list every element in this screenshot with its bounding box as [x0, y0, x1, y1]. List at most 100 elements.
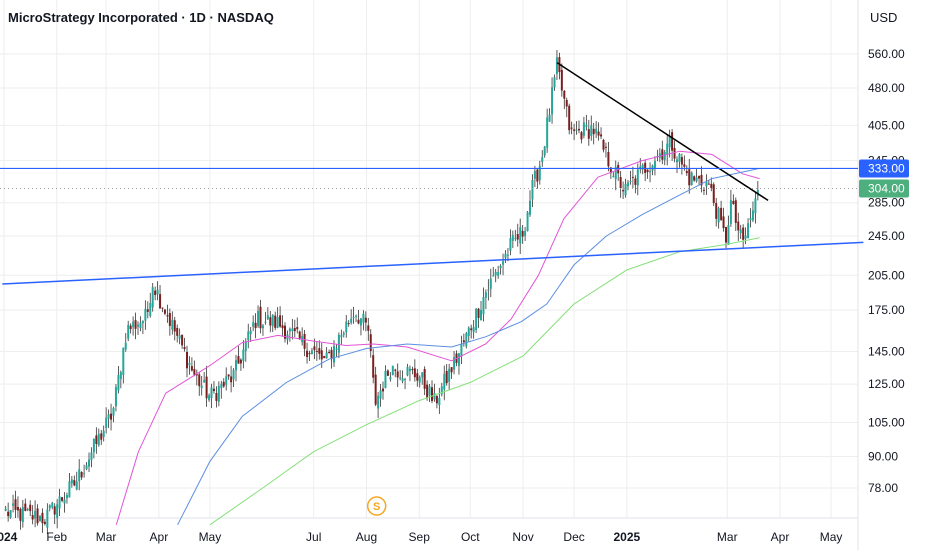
candle-body-up: [4, 508, 7, 511]
candle-body-down: [73, 480, 76, 486]
candle-body-up: [443, 373, 446, 390]
candle-body-up: [247, 331, 250, 341]
candle-body-down: [29, 504, 32, 512]
candle-body-down: [597, 131, 600, 136]
candle-body-up: [666, 143, 669, 155]
candle-body-down: [186, 351, 189, 369]
candle-body-up: [391, 365, 394, 376]
candle-body-up: [467, 327, 470, 336]
candle-body-down: [347, 323, 350, 325]
trendline[interactable]: [2, 241, 864, 285]
candle-body-down: [161, 307, 164, 309]
candle-body-down: [53, 506, 56, 515]
candle-body-down: [462, 340, 465, 343]
candle-body-up: [421, 372, 424, 378]
candle-body-down: [431, 387, 434, 401]
candle-body-down: [715, 203, 718, 219]
candle-body-up: [509, 238, 512, 251]
candle-body-up: [46, 509, 49, 528]
candle-body-down: [477, 308, 480, 318]
candle-body-down: [168, 313, 171, 326]
candle-body-down: [560, 69, 563, 91]
currency-label[interactable]: USD: [870, 10, 898, 25]
candle-body-up: [26, 509, 29, 511]
candle-body-up: [389, 377, 392, 380]
candle-body-down: [14, 499, 17, 510]
candle-body-up: [337, 334, 340, 353]
candle-body-up: [460, 343, 463, 357]
candle-body-down: [742, 227, 745, 240]
candle-body-down: [565, 99, 568, 107]
candle-body-up: [529, 200, 532, 215]
candle-body-up: [264, 321, 267, 323]
time-tick-label: Apr: [771, 530, 790, 544]
candle-body-up: [9, 510, 12, 518]
candle-body-down: [580, 132, 583, 140]
candle-body-down: [622, 190, 625, 192]
candle-body-up: [119, 372, 122, 379]
split-event-icon[interactable]: [366, 496, 387, 516]
candle-body-up: [440, 386, 443, 395]
candle-body-down: [364, 317, 367, 323]
candle-body-up: [48, 505, 51, 509]
candle-body-up: [653, 161, 656, 169]
candle-body-down: [205, 376, 208, 399]
time-tick-label: 2024: [0, 530, 18, 544]
candle-body-up: [668, 135, 671, 148]
candle-body-up: [276, 317, 279, 328]
candle-body-down: [41, 512, 44, 524]
candle-body-up: [291, 328, 294, 332]
candle-body-down: [212, 388, 215, 392]
candle-body-down: [274, 315, 277, 328]
candle-body-up: [754, 198, 757, 214]
candle-body-up: [555, 57, 558, 75]
moving-average-line: [115, 150, 760, 525]
candles: [4, 50, 759, 535]
time-tick-label: May: [199, 530, 222, 544]
time-tick-label: Apr: [150, 530, 169, 544]
candle-body-up: [590, 125, 593, 136]
candle-body-down: [374, 374, 377, 405]
candle-body-down: [600, 134, 603, 137]
candle-body-up: [78, 469, 81, 482]
candle-body-up: [641, 164, 644, 170]
candle-body-down: [536, 169, 539, 182]
candle-body-up: [92, 438, 95, 453]
candle-body-up: [480, 310, 483, 321]
candle-body-down: [296, 327, 299, 330]
candle-body-up: [217, 386, 220, 402]
candle-body-up: [749, 218, 752, 221]
candle-body-up: [21, 507, 24, 523]
candle-body-up: [39, 515, 42, 522]
candle-body-up: [614, 166, 617, 180]
time-tick-label: Dec: [563, 530, 584, 544]
candle-body-down: [173, 320, 176, 332]
candle-body-up: [83, 473, 86, 475]
trendline[interactable]: [556, 62, 769, 202]
candle-body-up: [676, 159, 679, 163]
candle-body-down: [190, 366, 193, 371]
candle-body-down: [516, 234, 519, 240]
candle-body-down: [259, 306, 262, 329]
candle-body-down: [146, 309, 149, 312]
candle-body-up: [335, 348, 338, 350]
candle-body-down: [315, 350, 318, 352]
price-tick-label: 560.00: [868, 47, 905, 61]
price-tick-label: 145.00: [868, 344, 905, 358]
candle-body-up: [465, 333, 468, 347]
candle-body-up: [428, 386, 431, 396]
price-tick-label: 245.00: [868, 229, 905, 243]
candle-body-down: [423, 369, 426, 389]
price-tick-label: 285.00: [868, 196, 905, 210]
candle-body-up: [75, 481, 78, 490]
candle-body-up: [325, 352, 328, 359]
candle-body-down: [181, 334, 184, 346]
candle-body-down: [382, 388, 385, 392]
candle-body-down: [328, 352, 331, 353]
candle-body-up: [225, 376, 228, 385]
candle-body-down: [680, 157, 683, 165]
price-tick-label: 175.00: [868, 303, 905, 317]
time-tick-label: Mar: [96, 530, 117, 544]
